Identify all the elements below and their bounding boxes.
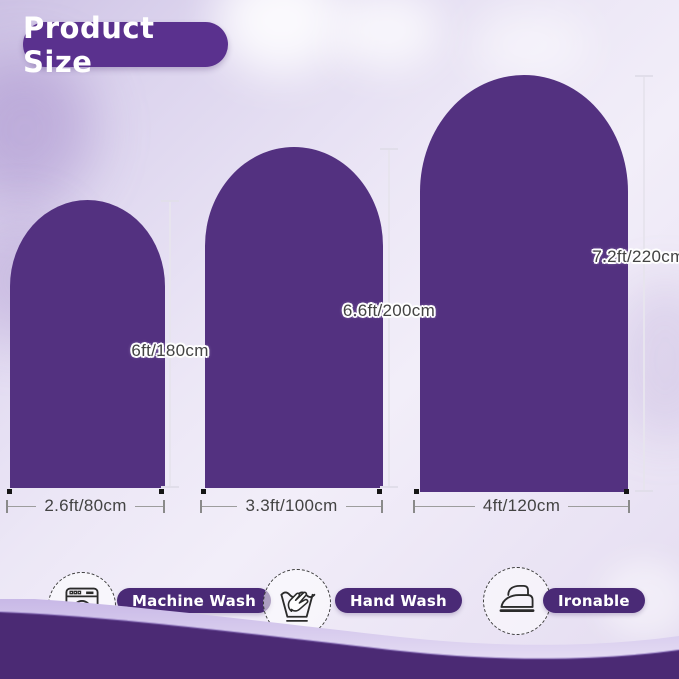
- height-label-large: 7.2ft/220cm: [592, 247, 679, 266]
- height-label-medium: 6.6ft/200cm: [342, 301, 436, 320]
- arch-cover-medium: [205, 147, 383, 488]
- hand-wash-icon: [280, 591, 316, 622]
- width-label-large: 4ft/120cm: [482, 496, 561, 515]
- width-dimension-line-medium: 3.3ft/100cm: [200, 489, 384, 515]
- arch-foot: [624, 489, 629, 494]
- dimension-segment: [345, 505, 382, 507]
- width-dimension-line-small: 2.6ft/80cm: [6, 489, 165, 515]
- arch-foot: [7, 489, 12, 494]
- iron-icon: [499, 584, 535, 612]
- dimension-tick: [628, 499, 631, 513]
- dimension-tick: [381, 499, 384, 513]
- arch-foot: [201, 489, 206, 494]
- height-dimension-line-medium: 6.6ft/200cm: [343, 148, 435, 488]
- bottom-wave: [0, 599, 679, 679]
- height-dimension-line-small: 6ft/180cm: [131, 200, 208, 488]
- dimension-segment: [415, 505, 475, 507]
- ironable-label: Ironable: [543, 588, 645, 613]
- dimension-segment: [568, 505, 629, 507]
- dimension-tick: [163, 499, 165, 513]
- background-bokeh: [215, 0, 345, 75]
- dimension-tick: [200, 499, 202, 513]
- width-label-small: 2.6ft/80cm: [44, 496, 127, 515]
- ironable-badge: [483, 567, 551, 635]
- arch-cover-large: [420, 75, 628, 492]
- hand-wash-label: Hand Wash: [335, 588, 462, 613]
- height-label-small: 6ft/180cm: [131, 341, 209, 360]
- dimension-tick: [413, 499, 415, 513]
- page-title: Product Size: [23, 11, 228, 79]
- dimension-segment: [134, 505, 163, 507]
- dimension-segment: [8, 505, 37, 507]
- arch-foot: [414, 489, 419, 494]
- arch-cover-small: [10, 200, 165, 488]
- arch-foot: [159, 489, 164, 494]
- dimension-segment: [202, 505, 238, 507]
- width-dimension-line-large: 4ft/120cm: [413, 489, 631, 515]
- arch-foot: [377, 489, 382, 494]
- background-bokeh: [330, 0, 440, 70]
- width-label-medium: 3.3ft/100cm: [245, 496, 338, 515]
- background-bokeh: [470, 10, 590, 80]
- dimension-tick: [6, 499, 8, 513]
- height-dimension-line-large: 7.2ft/220cm: [592, 75, 679, 492]
